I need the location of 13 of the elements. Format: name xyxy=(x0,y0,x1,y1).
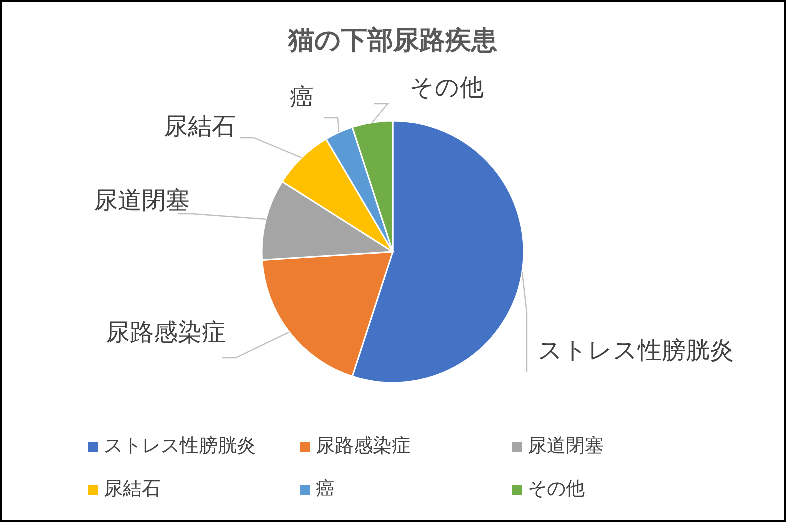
legend-label: ストレス性膀胱炎 xyxy=(104,435,256,458)
legend-label: 尿結石 xyxy=(104,478,161,500)
slice-label: 尿結石 xyxy=(164,112,236,141)
slice-label: 尿路感染症 xyxy=(106,318,226,347)
legend-label: 尿路感染症 xyxy=(316,435,411,458)
slice-label: ストレス性膀胱炎 xyxy=(538,336,734,365)
legend-label: その他 xyxy=(528,478,585,500)
legend-label: 尿道閉塞 xyxy=(528,435,604,458)
slice-label: 尿道閉塞 xyxy=(94,186,190,215)
slice-label: 癌 xyxy=(290,84,314,112)
chart-title: 猫の下部尿路疾患 xyxy=(288,26,498,56)
slice-label: その他 xyxy=(410,74,484,102)
legend-label: 癌 xyxy=(316,478,335,500)
